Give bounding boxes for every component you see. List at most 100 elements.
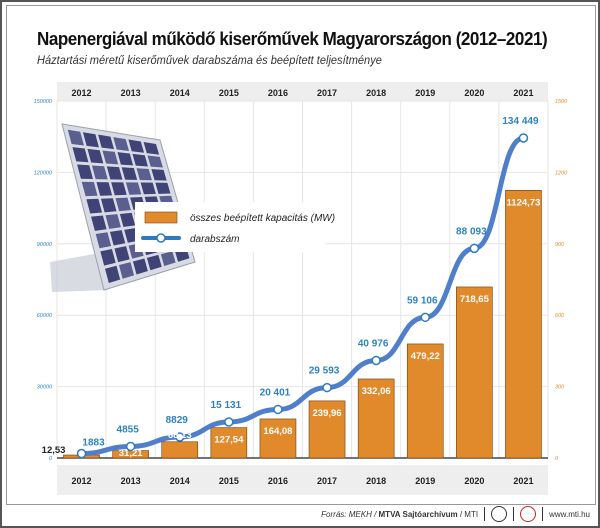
legend-bar-swatch bbox=[144, 211, 178, 224]
solar-panel-part bbox=[140, 182, 156, 195]
solar-panel-part bbox=[155, 182, 171, 194]
right-axis-tick-label: 0 bbox=[555, 456, 559, 462]
bottom-year-band bbox=[57, 465, 548, 495]
solar-panel-part bbox=[86, 198, 103, 214]
source-credit: Forrás: MEKH / MTVA Sajtóarchívum / MTI bbox=[321, 510, 478, 519]
solar-panel-part bbox=[128, 139, 145, 153]
solar-panel-part bbox=[160, 251, 176, 266]
capacity-bar bbox=[259, 418, 297, 459]
solar-panel-part bbox=[100, 249, 116, 266]
count-marker bbox=[420, 312, 430, 323]
count-label: 88 093 bbox=[456, 226, 487, 237]
capacity-bar-label: 332,06 bbox=[362, 386, 391, 397]
capacity-bar bbox=[308, 400, 346, 459]
top-year-label: 2013 bbox=[121, 88, 141, 98]
left-axis-tick-label: 60000 bbox=[37, 313, 53, 319]
count-label: 1883 bbox=[82, 438, 105, 449]
bottom-year-label: 2014 bbox=[170, 476, 190, 486]
solar-panel-part bbox=[106, 166, 123, 180]
count-label: 4855 bbox=[117, 424, 140, 435]
count-marker bbox=[518, 133, 529, 143]
bottom-year-label: 2015 bbox=[219, 476, 239, 486]
right-axis-tick-label: 1500 bbox=[555, 99, 568, 105]
solar-panel-part bbox=[132, 258, 148, 275]
solar-panel-part bbox=[151, 169, 167, 181]
legend-line-label: darabszám bbox=[190, 234, 239, 245]
left-axis-tick-label: 120000 bbox=[34, 170, 53, 176]
chart-subtitle: Háztartási méretű kiserőművek darabszáma… bbox=[37, 53, 382, 67]
legend-background bbox=[135, 202, 325, 252]
solar-panel-part bbox=[111, 182, 127, 196]
count-marker bbox=[125, 441, 136, 452]
top-year-band bbox=[57, 82, 548, 101]
bottom-year-label: 2013 bbox=[121, 476, 141, 486]
right-axis-tick-label: 600 bbox=[555, 313, 565, 319]
solar-panel-part bbox=[82, 132, 99, 148]
solar-panel-part bbox=[117, 152, 134, 166]
capacity-bar bbox=[161, 441, 199, 459]
capacity-bar bbox=[505, 190, 542, 459]
legend-bar-label: összes beépített kapacitás (MW) bbox=[190, 213, 335, 224]
right-axis-tick-label: 900 bbox=[555, 242, 565, 248]
count-marker bbox=[175, 432, 185, 442]
solar-panel-part bbox=[77, 164, 93, 180]
solar-panel-part bbox=[72, 147, 89, 163]
solar-panel-part bbox=[102, 150, 119, 165]
right-axis-tick-label: 300 bbox=[555, 385, 565, 391]
solar-panel-part bbox=[100, 198, 117, 213]
count-marker bbox=[273, 404, 283, 415]
capacity-bar-label: 479,22 bbox=[411, 351, 440, 362]
capacity-bar-label: 68,13 bbox=[168, 430, 192, 441]
solar-panel-part bbox=[136, 168, 152, 181]
count-label: 15 131 bbox=[211, 400, 242, 411]
capacity-bar-label: 239,96 bbox=[313, 408, 342, 419]
solar-panel-part bbox=[119, 212, 136, 227]
solar-panel-part bbox=[95, 232, 112, 249]
count-label: 29 593 bbox=[309, 366, 340, 377]
legend-line-marker bbox=[156, 233, 166, 243]
top-year-label: 2016 bbox=[268, 88, 288, 98]
capacity-bar bbox=[456, 286, 493, 459]
left-axis-tick-label: 0 bbox=[49, 456, 53, 462]
solar-panel-part bbox=[91, 165, 108, 180]
capacity-bar-label: 718,65 bbox=[460, 294, 490, 305]
count-marker bbox=[371, 355, 381, 366]
solar-panel-part bbox=[115, 197, 131, 212]
capacity-bar-label: 12,53 bbox=[42, 445, 66, 456]
bottom-year-label: 2016 bbox=[268, 476, 288, 486]
source-prefix: Forrás: MEKH / bbox=[321, 509, 379, 519]
left-axis-tick-label: 90000 bbox=[37, 242, 53, 248]
bottom-year-label: 2019 bbox=[415, 476, 435, 486]
capacity-bar-label: 1124,73 bbox=[507, 197, 541, 208]
count-label: 134 449 bbox=[502, 116, 539, 127]
solar-panel-part bbox=[118, 262, 135, 279]
solar-panel-part bbox=[121, 167, 138, 180]
top-year-label: 2012 bbox=[72, 88, 92, 98]
solar-panel-part bbox=[96, 182, 113, 196]
top-year-label: 2020 bbox=[464, 88, 484, 98]
bottom-year-label: 2018 bbox=[366, 476, 386, 486]
bottom-year-label: 2021 bbox=[513, 476, 533, 486]
website-link[interactable]: www.mti.hu bbox=[549, 509, 590, 519]
top-year-label: 2021 bbox=[513, 88, 533, 98]
solar-panel-part bbox=[143, 141, 160, 155]
capacity-bar bbox=[406, 343, 444, 459]
bottom-year-label: 2012 bbox=[72, 476, 92, 486]
solar-panel-part bbox=[132, 153, 148, 167]
count-label: 59 106 bbox=[407, 295, 438, 306]
chart-panel bbox=[6, 5, 596, 505]
count-label: 8829 bbox=[166, 415, 189, 426]
top-year-label: 2018 bbox=[366, 88, 386, 98]
solar-panel-part bbox=[109, 230, 126, 246]
count-label: 20 401 bbox=[260, 387, 291, 398]
source-suffix: / MTI bbox=[457, 509, 479, 519]
top-year-label: 2019 bbox=[415, 88, 435, 98]
count-marker bbox=[322, 382, 332, 393]
solar-panel-part bbox=[50, 252, 108, 292]
left-axis-tick-label: 30000 bbox=[37, 385, 53, 391]
divider bbox=[484, 507, 486, 521]
divider bbox=[513, 507, 515, 521]
count-marker bbox=[76, 448, 87, 459]
